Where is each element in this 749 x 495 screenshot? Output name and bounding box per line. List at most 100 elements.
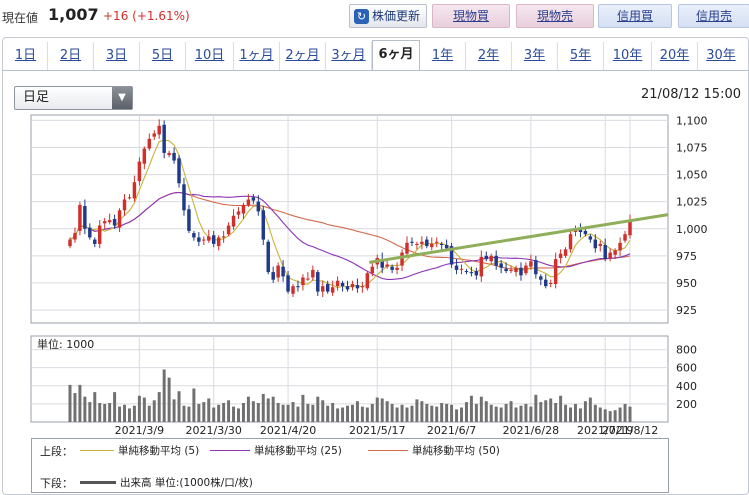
volume-bar	[232, 406, 236, 422]
legend-sma5-swatch	[80, 450, 114, 451]
tab-2d[interactable]: 2日	[48, 42, 94, 70]
volume-bar	[499, 407, 503, 422]
volume-bar	[519, 405, 523, 422]
candle-body	[558, 253, 563, 258]
volume-bar	[123, 404, 126, 422]
volume-unit-label: 単位: 1000	[37, 337, 94, 351]
volume-bar	[167, 377, 171, 422]
candlesticks	[68, 119, 632, 297]
margin-buy-button[interactable]: 信用買	[598, 4, 672, 28]
current-price-value: 1,007	[48, 5, 99, 24]
candle-body	[583, 230, 588, 235]
candle-body	[544, 279, 548, 287]
volume-bar	[217, 404, 221, 422]
legend-sma5: 単純移動平均 (5)	[118, 445, 200, 457]
volume-bar	[237, 408, 240, 422]
candle-body	[291, 286, 295, 294]
price-change: +16 (+1.61%)	[103, 9, 190, 23]
candle-body	[350, 284, 355, 288]
volume-bar	[569, 407, 573, 422]
spot-buy-button[interactable]: 現物買	[432, 4, 510, 28]
candle-body	[430, 243, 434, 248]
candle-body	[578, 229, 583, 232]
tab-20y[interactable]: 20年	[652, 42, 698, 70]
volume-bar	[241, 402, 245, 422]
tab-5y[interactable]: 5年	[558, 42, 604, 70]
candle-body	[68, 239, 72, 247]
candle-body	[226, 225, 231, 235]
volume-bar	[360, 406, 364, 422]
volume-bar	[88, 402, 92, 422]
volume-bar	[390, 403, 394, 422]
candle-body	[112, 219, 117, 226]
refresh-price-button[interactable]: ↻ 株価更新	[349, 4, 427, 28]
volume-bar	[539, 402, 543, 422]
candle-body	[266, 241, 270, 273]
candle-body	[474, 271, 479, 276]
candle-body	[162, 124, 166, 153]
volume-bar	[583, 401, 587, 422]
spot-sell-button[interactable]: 現物売	[516, 4, 594, 28]
price-bar: 現在値 1,007 +16 (+1.61%) ↻ 株価更新 現物買 現物売 信用…	[0, 0, 749, 32]
candle-body	[464, 271, 469, 273]
candle-body	[494, 255, 498, 266]
candle-body	[311, 269, 315, 278]
tab-3m[interactable]: 3ヶ月	[326, 42, 372, 70]
tab-6m[interactable]: 6ヶ月	[372, 40, 420, 70]
tabs-divider	[2, 70, 749, 71]
candle-body	[484, 255, 489, 260]
candle-body	[306, 278, 310, 280]
price-tick-label: 1,100	[676, 114, 708, 127]
candle-body	[504, 268, 508, 271]
candle-body	[509, 269, 513, 271]
volume-bar	[400, 404, 404, 422]
volume-bar	[534, 394, 538, 422]
candle-body	[167, 152, 171, 156]
volume-panel	[30, 335, 669, 423]
tab-30y[interactable]: 30年	[706, 48, 736, 63]
volume-bar	[405, 407, 409, 422]
candle-body	[251, 197, 256, 201]
candle-body	[137, 161, 142, 182]
volume-bar	[484, 401, 488, 422]
tab-1m[interactable]: 1ヶ月	[234, 42, 280, 70]
volume-bar	[311, 404, 315, 422]
candle-body	[187, 209, 191, 231]
volume-bar	[370, 403, 374, 422]
chart-type-select[interactable]: 日足 ▼	[14, 86, 133, 110]
volume-bar	[316, 396, 320, 422]
trendline	[369, 213, 669, 264]
candle-body	[236, 211, 241, 215]
tab-10y[interactable]: 10年	[604, 42, 652, 70]
tab-1d[interactable]: 1日	[4, 42, 48, 70]
legend-sma50-swatch	[368, 450, 408, 451]
volume-bar	[435, 406, 439, 422]
candle-body	[365, 273, 370, 289]
candle-body	[78, 204, 82, 231]
candle-body	[479, 256, 484, 277]
volume-bar	[350, 404, 354, 422]
margin-sell-button[interactable]: 信用売	[678, 4, 749, 28]
price-tick-label: 1,000	[676, 223, 708, 236]
tab-3y[interactable]: 3年	[512, 42, 558, 70]
tab-1y[interactable]: 1年	[420, 42, 466, 70]
candle-body	[88, 227, 92, 238]
tab-2y[interactable]: 2年	[466, 42, 512, 70]
volume-bar	[593, 404, 597, 422]
date-tick-label: 2021/7/19	[577, 424, 633, 437]
date-tick-label: 2021/3/30	[186, 424, 242, 437]
volume-bar	[623, 403, 627, 422]
volume-bar	[574, 403, 577, 422]
date-tick-label: 2021/6/7	[427, 424, 476, 437]
volume-bar	[207, 398, 211, 422]
tab-3d[interactable]: 3日	[94, 42, 140, 70]
volume-bar	[455, 409, 459, 422]
candle-body	[98, 225, 102, 244]
candle-body	[360, 286, 365, 288]
tab-2m[interactable]: 2ヶ月	[280, 42, 326, 70]
candle-body	[93, 239, 97, 244]
tab-5d[interactable]: 5日	[140, 42, 186, 70]
tab-10d[interactable]: 10日	[186, 42, 234, 70]
legend-volume: 出来高 単位:(1000株/口/枚)	[120, 477, 253, 489]
candle-body	[420, 241, 424, 244]
